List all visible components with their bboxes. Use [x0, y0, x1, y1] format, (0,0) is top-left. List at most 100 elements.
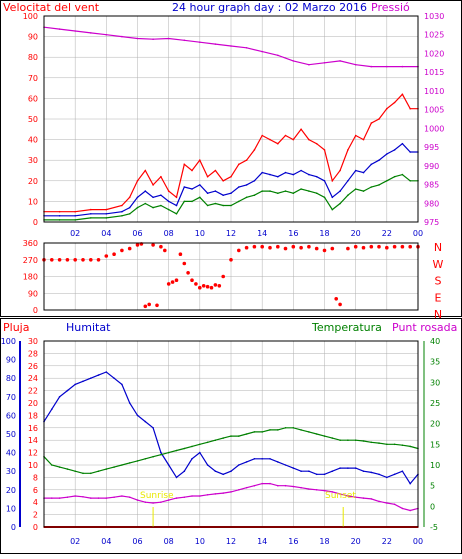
wind-point-avg — [90, 213, 92, 215]
weather-point-hum — [113, 377, 115, 380]
humidity-x-tick-label: 22 — [382, 537, 392, 546]
direction-point — [198, 285, 202, 290]
weather-point-temp — [105, 468, 108, 470]
weather-point-temp — [230, 435, 232, 437]
weather-point-temp — [199, 443, 201, 446]
weather-point-dew — [167, 499, 170, 501]
wind-point-avg — [230, 192, 232, 194]
direction-point — [73, 258, 77, 262]
weather-point-temp — [315, 433, 318, 435]
rain-y-tick-label: 80 — [6, 374, 16, 383]
weather-point-temp — [214, 439, 217, 442]
wind-point-gust — [58, 210, 61, 213]
wind-point-avg — [105, 213, 108, 215]
weather-point-hum — [74, 383, 76, 386]
wind-point-low — [152, 206, 154, 209]
weather-point-temp — [90, 472, 92, 475]
direction-point — [166, 282, 171, 286]
wind-point-low — [90, 217, 92, 219]
weather-point-hum — [152, 427, 154, 429]
wind-point-pressure — [354, 63, 357, 66]
direction-point — [120, 248, 124, 253]
wind-point-gust — [315, 142, 318, 145]
wind-point-pressure — [261, 50, 264, 53]
direction-point — [112, 252, 116, 256]
weather-point-hum — [378, 473, 380, 476]
weather-point-dew — [401, 507, 404, 510]
wind-point-avg — [401, 142, 404, 145]
direction-y-tick-label: 270 — [23, 256, 38, 265]
wind-point-low — [362, 190, 365, 192]
graph-date-title: 24 hour graph day : 02 Marzo 2016 — [172, 1, 367, 14]
wind-point-low — [284, 190, 287, 192]
weather-point-temp — [292, 427, 295, 429]
wind-point-low — [121, 215, 123, 217]
pressure-y-tick-label: 1025 — [424, 31, 444, 40]
wind-point-pressure — [277, 54, 279, 57]
wind-point-avg — [386, 153, 388, 155]
wind-point-low — [191, 200, 193, 203]
direction-point — [194, 282, 198, 286]
pressure-y-tick-label: 975 — [424, 218, 439, 227]
wind-point-pressure — [386, 65, 388, 68]
weather-point-dew — [308, 488, 310, 490]
weather-point-hum — [51, 408, 53, 411]
weather-point-dew — [315, 489, 318, 491]
direction-y-tick-label: 180 — [23, 273, 38, 282]
weather-point-dew — [292, 485, 295, 488]
weather-point-hum — [284, 464, 287, 466]
humidity-x-tick-label: 12 — [226, 537, 236, 546]
weather-point-dew — [277, 484, 279, 487]
direction-point — [334, 297, 339, 301]
wind-point-avg — [136, 196, 139, 199]
wind-point-avg — [323, 180, 326, 182]
humidity-x-tick-label: 08 — [164, 537, 174, 546]
weather-point-dew — [386, 502, 388, 504]
pressure-y-tick-label: 1015 — [424, 68, 444, 77]
temperature-title: Temperatura — [311, 321, 382, 334]
wind-point-gust — [222, 180, 224, 182]
rain-y-tick-label: 40 — [6, 449, 16, 458]
wind-point-low — [308, 190, 310, 192]
wind-point-low — [347, 194, 349, 196]
weather-point-dew — [97, 497, 100, 499]
wind-point-avg — [167, 200, 170, 203]
wind-point-avg — [214, 190, 217, 192]
weather-point-temp — [269, 429, 271, 431]
direction-point — [155, 303, 159, 308]
temperature-y-tick-label: 40 — [430, 337, 440, 346]
weather-point-hum — [230, 470, 232, 473]
wind-point-avg — [292, 173, 295, 176]
wind-point-avg — [277, 175, 279, 178]
weather-point-hum — [206, 464, 209, 466]
weather-point-temp — [66, 468, 69, 470]
wind-series-avg — [44, 142, 418, 217]
weather-point-dew — [409, 509, 412, 512]
wind-point-avg — [253, 180, 256, 182]
wind-point-pressure — [136, 37, 139, 40]
humidity-y-tick-label: 28 — [28, 349, 38, 358]
rain-y-tick-label: 90 — [6, 356, 16, 365]
wind-point-low — [136, 206, 139, 209]
direction-point — [81, 258, 85, 262]
wind-point-pressure — [90, 32, 92, 34]
wind-point-low — [378, 184, 380, 186]
wind-point-avg — [331, 196, 334, 199]
temperature-y-tick-label: 25 — [430, 399, 440, 408]
wind-y-tick-label: 50 — [28, 115, 38, 124]
wind-point-pressure — [323, 62, 326, 64]
weather-point-temp — [401, 444, 404, 447]
pressure-title: Pressió — [371, 1, 410, 14]
wind-point-pressure — [167, 37, 170, 40]
weather-point-dew — [347, 495, 349, 497]
wind-point-low — [206, 204, 209, 207]
weather-point-dew — [323, 489, 326, 492]
wind-point-avg — [370, 163, 373, 166]
weather-point-dew — [393, 503, 396, 506]
wind-point-low — [409, 180, 412, 182]
wind-point-pressure — [230, 45, 232, 47]
rain-y-tick-label: 10 — [6, 504, 16, 513]
direction-point — [268, 245, 272, 250]
humidity-y-tick-label: 4 — [33, 498, 38, 507]
